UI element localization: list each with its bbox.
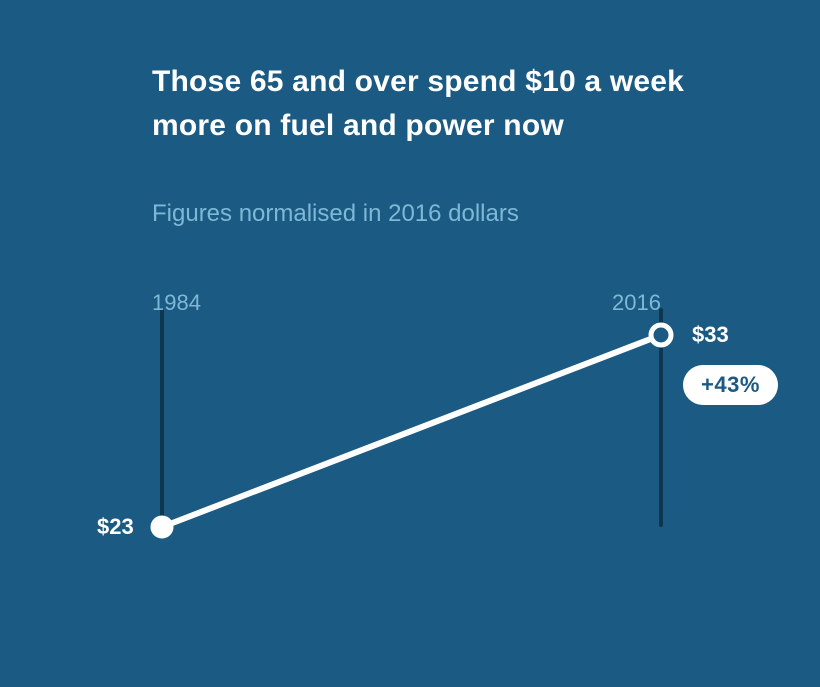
marker-end (651, 325, 671, 345)
year-label-end: 2016 (612, 290, 661, 316)
year-label-start: 1984 (152, 290, 201, 316)
marker-start (152, 517, 172, 537)
value-label-start: $23 (97, 514, 134, 540)
change-badge: +43% (683, 365, 778, 405)
value-label-end: $33 (692, 322, 729, 348)
slope-line (162, 335, 661, 527)
